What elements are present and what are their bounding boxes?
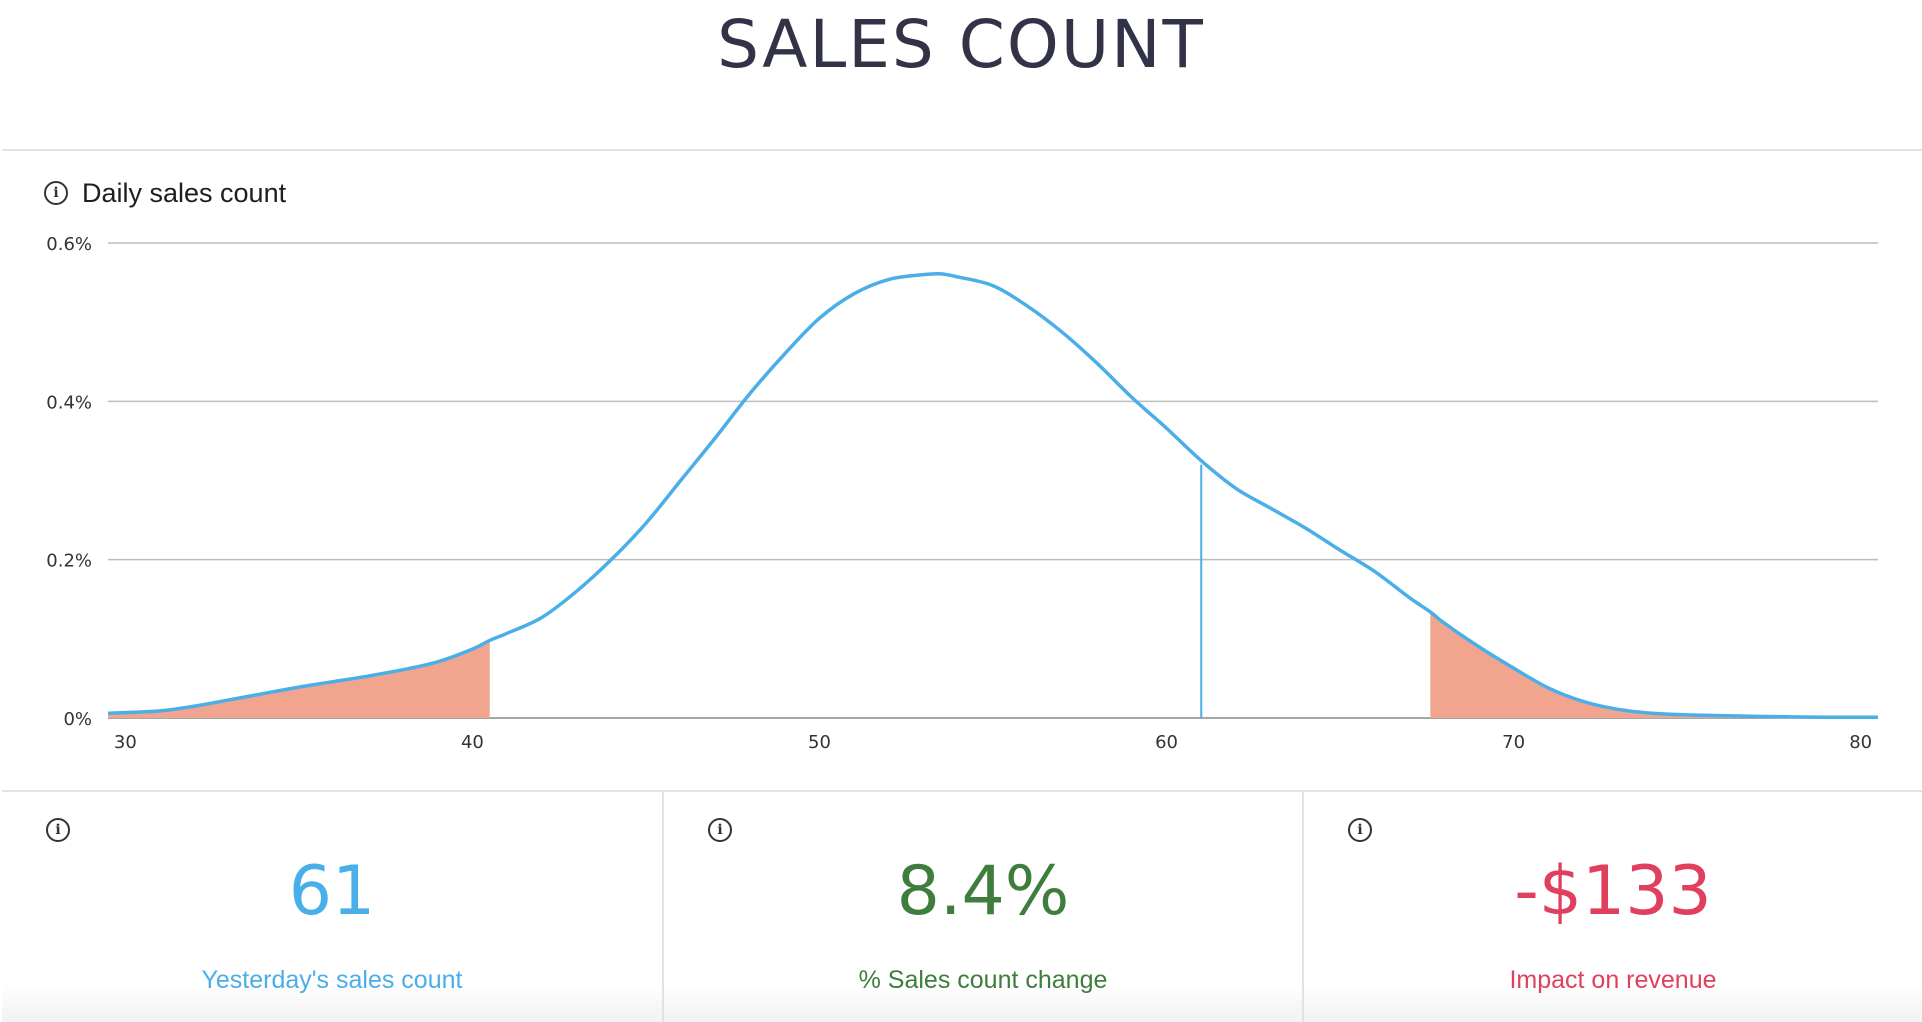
metric-label: Impact on revenue	[1509, 966, 1717, 994]
metric-value: 61	[288, 852, 376, 931]
x-tick-label: 30	[114, 732, 137, 753]
x-tick-label: 50	[808, 732, 831, 753]
x-tick-label: 80	[1849, 732, 1872, 753]
metric-label: % Sales count change	[858, 966, 1108, 994]
shaded-tail-region	[1430, 611, 1878, 718]
metric-sales-change: i 8.4% % Sales count change	[662, 792, 1302, 1022]
metric-value: -$133	[1514, 852, 1712, 931]
chart-panel-header: i Daily sales count	[44, 175, 286, 211]
metric-label: Yesterday's sales count	[201, 966, 463, 994]
info-icon[interactable]: i	[46, 818, 70, 842]
info-icon[interactable]: i	[708, 818, 732, 842]
y-tick-label: 0%	[63, 709, 92, 730]
x-tick-label: 70	[1502, 732, 1525, 753]
info-icon[interactable]: i	[1348, 818, 1372, 842]
x-tick-label: 40	[461, 732, 484, 753]
metric-revenue-impact: i -$133 Impact on revenue	[1302, 792, 1922, 1022]
header-divider	[2, 149, 1922, 151]
chart-panel-title: Daily sales count	[82, 177, 287, 208]
sales-distribution-chart: 0% 0.2% 0.4% 0.6% 30 40 50 60 70 80	[46, 234, 1878, 753]
y-tick-label: 0.4%	[46, 392, 92, 413]
page-title: SALES COUNT	[717, 6, 1205, 83]
shaded-tail-region	[108, 640, 490, 718]
metric-shade	[1304, 982, 1922, 1022]
metric-value: 8.4%	[896, 852, 1070, 931]
metrics-row: i 61 Yesterday's sales count i 8.4% % Sa…	[2, 792, 1922, 1022]
distribution-curve	[107, 271, 1878, 719]
x-tick-label: 60	[1155, 732, 1178, 753]
metric-yesterday-sales: i 61 Yesterday's sales count	[2, 792, 662, 1022]
metrics-divider	[2, 790, 1922, 792]
y-tick-label: 0.2%	[46, 551, 92, 572]
info-icon[interactable]: i	[44, 181, 68, 205]
metric-shade	[664, 982, 1302, 1022]
metric-shade	[2, 982, 662, 1022]
y-tick-label: 0.6%	[46, 234, 92, 255]
